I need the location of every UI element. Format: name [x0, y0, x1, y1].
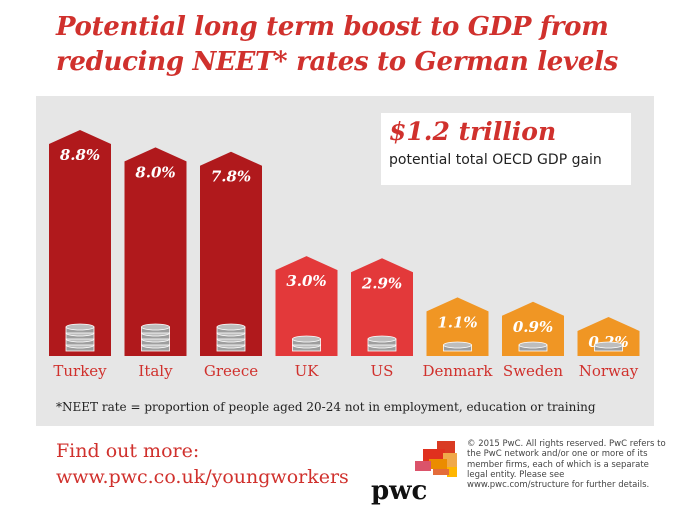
category-label-greece: Greece: [204, 362, 258, 380]
chart-title: Potential long term boost to GDP from re…: [56, 10, 676, 80]
category-label-turkey: Turkey: [53, 362, 107, 380]
category-label-denmark: Denmark: [423, 362, 494, 380]
coin-stack-icon: [216, 323, 246, 352]
bar-uk: [275, 256, 338, 356]
total-gain-caption: potential total OECD GDP gain: [389, 152, 602, 168]
bar-italy: [124, 147, 187, 356]
title-line-1: Potential long term boost to GDP from: [56, 12, 609, 42]
category-label-us: US: [371, 362, 394, 380]
find-out-more: Find out more: www.pwc.co.uk/youngworker…: [56, 438, 349, 490]
value-label-italy: 8.0%: [135, 163, 175, 181]
category-label-uk: UK: [295, 362, 320, 380]
copyright-notice: © 2015 PwC. All rights reserved. PwC ref…: [467, 439, 666, 491]
footnote: *NEET rate = proportion of people aged 2…: [56, 400, 596, 414]
category-label-italy: Italy: [138, 362, 173, 380]
bar-norway: [577, 317, 640, 356]
value-label-uk: 3.0%: [286, 272, 326, 290]
more-info-link[interactable]: www.pwc.co.uk/youngworkers: [56, 466, 349, 488]
coin-stack-icon: [292, 335, 321, 352]
find-out-label: Find out more:: [56, 440, 200, 462]
value-label-turkey: 8.8%: [60, 146, 100, 164]
coin-stack-icon: [518, 341, 548, 352]
total-gain-callout: $1.2 trillion potential total OECD GDP g…: [381, 113, 631, 185]
category-label-sweden: Sweden: [503, 362, 563, 380]
coin-stack-icon: [65, 323, 95, 352]
bar-denmark: [426, 297, 489, 356]
bar-greece: [200, 151, 262, 356]
value-label-greece: 7.8%: [211, 168, 251, 186]
coin-stack-icon: [141, 323, 170, 352]
pwc-logo-icon: [415, 441, 457, 477]
coin-stack-icon: [594, 341, 623, 352]
pwc-logo-text: pwc: [371, 476, 428, 506]
value-label-us: 2.9%: [361, 274, 402, 292]
coin-stack-icon: [443, 341, 472, 352]
category-label-norway: Norway: [579, 362, 639, 380]
title-line-2: reducing NEET* rates to German levels: [56, 47, 618, 77]
value-label-sweden: 0.9%: [513, 318, 553, 336]
value-label-denmark: 1.1%: [437, 313, 477, 331]
coin-stack-icon: [367, 335, 397, 352]
bar-sweden: [502, 301, 564, 356]
bar-turkey: [49, 130, 111, 356]
bar-us: [351, 258, 413, 356]
total-gain-value: $1.2 trillion: [389, 117, 557, 146]
